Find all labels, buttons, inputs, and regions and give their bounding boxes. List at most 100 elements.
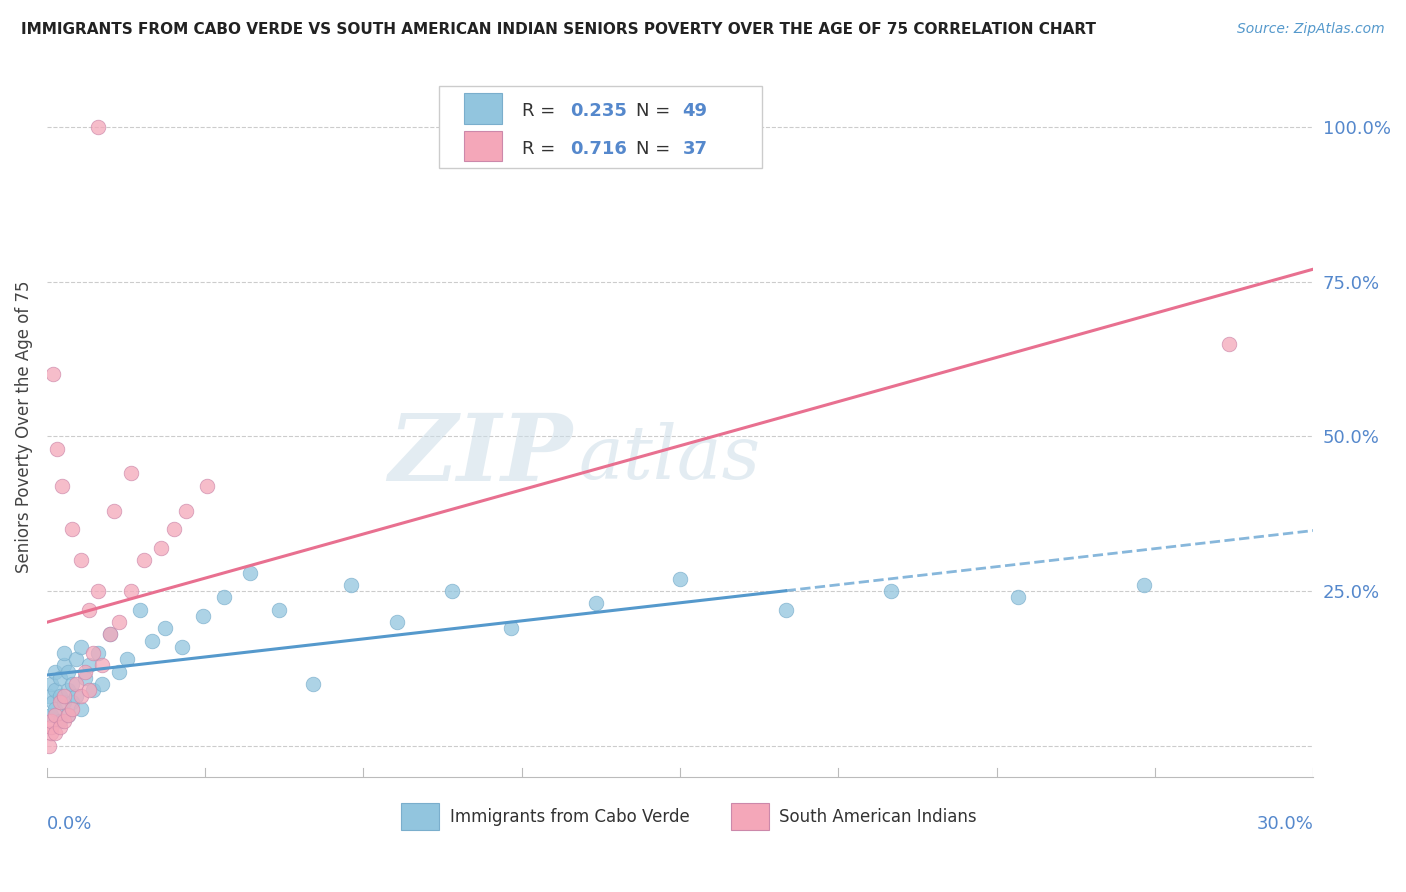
Point xyxy=(103,503,125,517)
Point xyxy=(69,690,91,704)
Point xyxy=(69,640,91,654)
Point xyxy=(42,696,65,710)
Point xyxy=(56,665,79,679)
Point xyxy=(39,726,62,740)
Point xyxy=(120,467,142,481)
Point xyxy=(77,602,100,616)
Point xyxy=(107,665,129,679)
Point xyxy=(174,503,197,517)
Text: atlas: atlas xyxy=(579,422,761,495)
Text: R =: R = xyxy=(522,140,561,158)
Point xyxy=(1218,336,1240,351)
Point xyxy=(65,677,87,691)
Point xyxy=(267,602,290,616)
Point xyxy=(38,739,60,753)
Point xyxy=(90,677,112,691)
Text: 49: 49 xyxy=(683,102,707,120)
Point xyxy=(44,665,66,679)
Point xyxy=(73,671,96,685)
Point xyxy=(52,696,75,710)
Text: 0.0%: 0.0% xyxy=(46,815,93,833)
Point xyxy=(195,479,218,493)
Point xyxy=(162,522,184,536)
Text: 0.235: 0.235 xyxy=(569,102,627,120)
Text: Source: ZipAtlas.com: Source: ZipAtlas.com xyxy=(1237,22,1385,37)
Point xyxy=(153,621,176,635)
Point xyxy=(48,696,70,710)
Point xyxy=(132,553,155,567)
Point xyxy=(56,707,79,722)
Point xyxy=(775,602,797,616)
Point xyxy=(69,701,91,715)
Point xyxy=(73,665,96,679)
Point xyxy=(128,602,150,616)
Point xyxy=(90,658,112,673)
Point xyxy=(82,683,104,698)
Point xyxy=(52,646,75,660)
Point xyxy=(44,683,66,698)
FancyBboxPatch shape xyxy=(440,86,762,169)
Point xyxy=(98,627,121,641)
Point xyxy=(238,566,260,580)
Point xyxy=(170,640,193,654)
Point xyxy=(77,683,100,698)
Point xyxy=(56,707,79,722)
Point xyxy=(48,720,70,734)
Point xyxy=(86,646,108,660)
Point xyxy=(52,690,75,704)
Text: 37: 37 xyxy=(683,140,707,158)
Point xyxy=(46,442,69,456)
Text: ZIP: ZIP xyxy=(388,410,572,500)
Point xyxy=(86,120,108,134)
Point xyxy=(39,714,62,728)
FancyBboxPatch shape xyxy=(464,93,502,124)
Point xyxy=(48,671,70,685)
Point xyxy=(60,677,83,691)
Point xyxy=(60,522,83,536)
Point xyxy=(669,572,692,586)
Point xyxy=(115,652,138,666)
Point xyxy=(141,633,163,648)
Point xyxy=(44,707,66,722)
Point xyxy=(60,701,83,715)
Point xyxy=(38,690,60,704)
Text: N =: N = xyxy=(636,140,676,158)
Point xyxy=(1133,578,1156,592)
Point xyxy=(77,658,100,673)
Point xyxy=(48,690,70,704)
Point xyxy=(340,578,363,592)
Point xyxy=(44,701,66,715)
Point xyxy=(301,677,323,691)
Text: IMMIGRANTS FROM CABO VERDE VS SOUTH AMERICAN INDIAN SENIORS POVERTY OVER THE AGE: IMMIGRANTS FROM CABO VERDE VS SOUTH AMER… xyxy=(21,22,1097,37)
Point xyxy=(1007,591,1029,605)
Point xyxy=(39,707,62,722)
FancyBboxPatch shape xyxy=(731,804,769,830)
Point xyxy=(52,658,75,673)
Point xyxy=(39,720,62,734)
Text: South American Indians: South American Indians xyxy=(779,807,977,826)
Point xyxy=(880,584,903,599)
Text: 30.0%: 30.0% xyxy=(1257,815,1313,833)
Point xyxy=(52,714,75,728)
Point xyxy=(98,627,121,641)
Point xyxy=(501,621,523,635)
Point xyxy=(120,584,142,599)
Point xyxy=(387,615,409,629)
Point xyxy=(39,677,62,691)
Point xyxy=(65,652,87,666)
Point xyxy=(585,597,607,611)
Point xyxy=(212,591,235,605)
FancyBboxPatch shape xyxy=(402,804,440,830)
Point xyxy=(86,584,108,599)
Point xyxy=(82,646,104,660)
Text: N =: N = xyxy=(636,102,676,120)
Point xyxy=(44,726,66,740)
Point xyxy=(191,608,214,623)
Point xyxy=(65,690,87,704)
Point xyxy=(42,368,65,382)
Point xyxy=(69,553,91,567)
Point xyxy=(149,541,172,555)
Point xyxy=(51,479,73,493)
Text: R =: R = xyxy=(522,102,561,120)
Point xyxy=(441,584,464,599)
